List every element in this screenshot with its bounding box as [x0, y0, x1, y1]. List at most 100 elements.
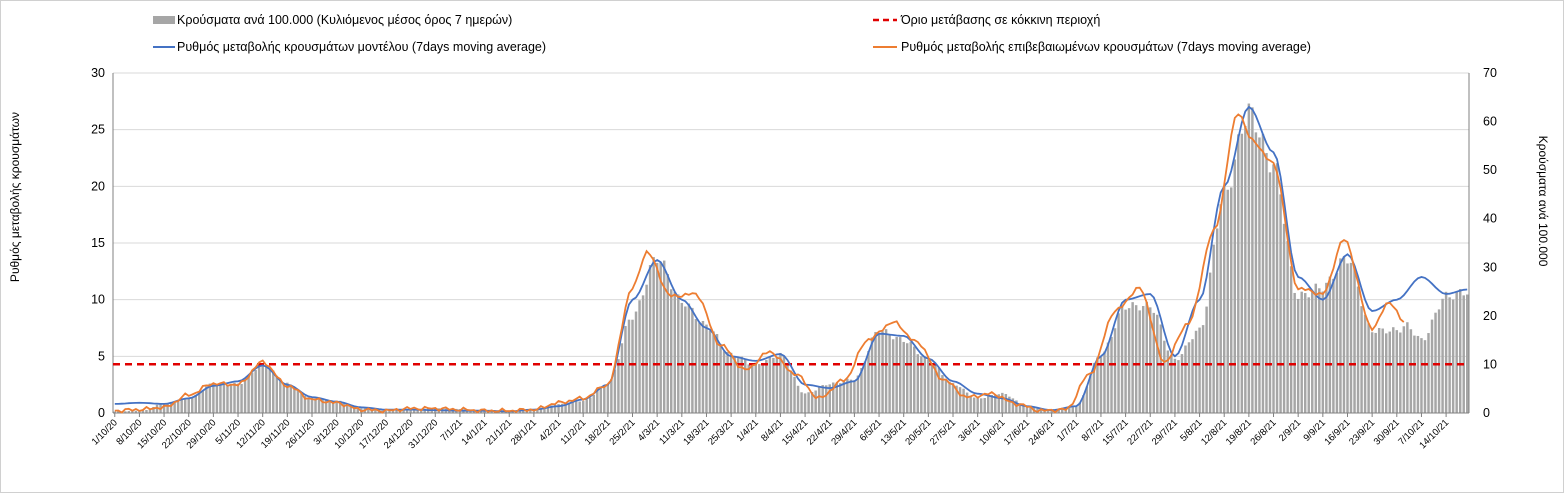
- case-bar: [293, 387, 296, 413]
- case-bar: [321, 399, 324, 413]
- case-bar: [1152, 312, 1156, 413]
- case-bar: [670, 289, 673, 413]
- case-bar: [736, 358, 740, 413]
- case-bar: [1138, 310, 1141, 413]
- case-bar: [930, 362, 934, 413]
- case-bar: [187, 398, 190, 413]
- case-bar: [747, 364, 750, 413]
- case-bar: [1300, 291, 1303, 413]
- case-bar: [835, 382, 839, 413]
- case-bar: [853, 380, 856, 413]
- case-bar: [176, 400, 180, 413]
- case-bar: [264, 366, 268, 413]
- case-bar: [236, 383, 240, 413]
- x-tick-label: 12/8/21: [1199, 417, 1229, 447]
- x-tick-label: 13/5/21: [879, 417, 909, 447]
- case-bar: [296, 389, 300, 413]
- case-bar: [571, 401, 574, 413]
- case-bar: [134, 410, 138, 413]
- case-bar: [529, 409, 532, 413]
- case-bar: [1328, 276, 1332, 413]
- case-bar: [166, 402, 169, 413]
- y-right-tick-label: 60: [1483, 115, 1497, 129]
- case-bar: [1311, 290, 1314, 413]
- case-bar: [898, 337, 902, 413]
- case-bar: [1205, 306, 1208, 413]
- case-bar: [191, 397, 194, 413]
- case-bar: [324, 399, 328, 413]
- case-bar: [796, 385, 800, 413]
- case-bar: [1318, 288, 1321, 413]
- case-bar: [356, 407, 360, 413]
- case-bar: [1441, 298, 1444, 413]
- case-bar: [863, 361, 867, 413]
- x-tick-label: 18/3/21: [681, 417, 711, 447]
- y-tick-labels: 0 5 10 15 20 25 30 0 10 20 30 40 50 60 70: [91, 66, 1497, 420]
- case-bar: [793, 376, 796, 413]
- case-bar: [1381, 328, 1384, 413]
- case-bar: [141, 410, 145, 413]
- x-tick-label: 28/1/21: [509, 417, 539, 447]
- x-tick-label: 29/4/21: [829, 417, 859, 447]
- case-bar: [758, 364, 761, 413]
- case-bar: [849, 379, 853, 413]
- case-bar: [888, 334, 891, 413]
- y-right-tick-label: 70: [1483, 66, 1497, 80]
- case-bar: [1106, 342, 1110, 413]
- case-bar: [1120, 306, 1124, 413]
- case-bar: [1448, 297, 1451, 413]
- case-bar: [1370, 332, 1374, 413]
- case-bar: [1131, 302, 1134, 413]
- case-bar: [254, 369, 257, 413]
- case-bar: [1321, 291, 1325, 413]
- case-bar: [1402, 326, 1406, 413]
- case-bar: [546, 405, 550, 413]
- case-bar: [289, 384, 293, 413]
- case-bar: [194, 394, 198, 413]
- case-bar: [349, 405, 352, 413]
- case-bar: [1272, 164, 1275, 413]
- case-bar: [765, 359, 768, 413]
- case-bar: [543, 407, 546, 413]
- case-bar: [124, 411, 127, 413]
- case-bar: [662, 260, 666, 413]
- case-bars: [113, 103, 1469, 414]
- case-bar: [1208, 272, 1212, 413]
- y-right-axis-title: Κρούσματα ανά 100.000: [1536, 136, 1550, 267]
- case-bar: [1096, 357, 1099, 413]
- case-bar: [719, 343, 722, 413]
- case-bar: [677, 294, 680, 413]
- case-bar: [920, 356, 923, 413]
- case-bar: [395, 410, 398, 413]
- case-bar: [610, 379, 613, 413]
- case-bar: [1346, 263, 1349, 413]
- x-tick-label: 11/3/21: [657, 417, 687, 447]
- case-bar: [1275, 163, 1279, 413]
- case-bar: [367, 408, 370, 413]
- case-bar: [1145, 301, 1148, 413]
- case-bar: [536, 408, 539, 413]
- case-bar: [1335, 272, 1339, 413]
- case-bar: [779, 352, 782, 413]
- case-bar: [810, 392, 814, 413]
- case-bar: [1360, 306, 1363, 413]
- case-bar: [1244, 125, 1247, 414]
- case-bar: [522, 409, 525, 413]
- y-right-tick-label: 40: [1483, 212, 1497, 226]
- case-bar: [705, 324, 708, 413]
- case-bar: [1430, 319, 1434, 413]
- case-bar: [631, 319, 634, 413]
- case-bar: [839, 383, 842, 413]
- case-bar: [148, 408, 152, 413]
- x-tick-label: 25/2/21: [607, 417, 637, 447]
- case-bar: [715, 334, 719, 413]
- case-bar: [902, 341, 905, 413]
- case-bar: [937, 367, 941, 413]
- case-bar: [895, 337, 898, 413]
- case-bar: [789, 370, 793, 413]
- case-bar: [972, 397, 976, 413]
- case-bar: [722, 351, 726, 413]
- case-bar: [226, 384, 229, 413]
- case-bar: [884, 329, 888, 413]
- case-bar: [1222, 185, 1226, 413]
